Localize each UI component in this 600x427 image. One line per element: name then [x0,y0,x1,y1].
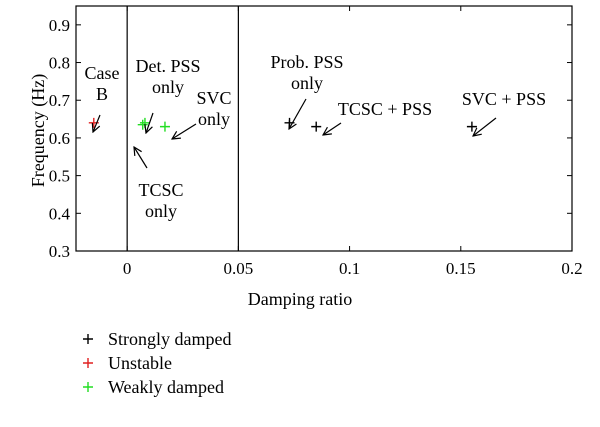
annotation-text: Det. PSS [135,56,200,76]
x-tick-label: 0.05 [223,259,253,278]
x-axis-label: Damping ratio [248,289,352,309]
plot-frame [75,5,573,252]
annotation-arrow [323,122,342,135]
data-point [311,121,322,132]
legend-label: Unstable [108,353,172,373]
annotation-text: only [198,109,230,129]
x-tick-label: 0.2 [561,259,582,278]
annotation-arrow [289,98,307,129]
annotation-arrow [172,123,197,139]
annotation-text: only [291,73,323,93]
legend-marker [83,334,93,344]
y-tick-label: 0.9 [49,16,70,35]
y-tick-label: 0.8 [49,54,70,73]
legend-marker [83,358,93,368]
annotation-arrow [93,114,101,132]
annotation-arrow [146,112,154,133]
y-axis-label: Frequency (Hz) [28,74,49,187]
x-tick-label: 0.1 [339,259,360,278]
data-point [137,119,148,130]
data-point [159,121,170,132]
annotation-text: TCSC + PSS [338,99,432,119]
y-tick-label: 0.4 [49,204,71,223]
annotation-text: B [96,84,108,104]
legend-marker [83,382,93,392]
y-tick-label: 0.5 [49,167,70,186]
legend-label: Weakly damped [108,377,224,397]
y-tick-label: 0.6 [49,129,70,148]
legend-label: Strongly damped [108,329,232,349]
x-tick-label: 0.15 [446,259,476,278]
annotation-text: only [145,201,177,221]
y-tick-label: 0.7 [49,91,71,110]
data-point [466,121,477,132]
annotation-text: SVC + PSS [462,89,546,109]
annotation-text: only [152,77,184,97]
y-tick-label: 0.3 [49,242,70,261]
annotation-text: TCSC [138,180,183,200]
annotation-text: Case [85,63,120,83]
annotation-arrow [134,147,148,169]
annotation-arrow [473,117,497,136]
annotation-text: SVC [196,88,231,108]
x-tick-label: 0 [123,259,132,278]
annotation-text: Prob. PSS [270,52,343,72]
